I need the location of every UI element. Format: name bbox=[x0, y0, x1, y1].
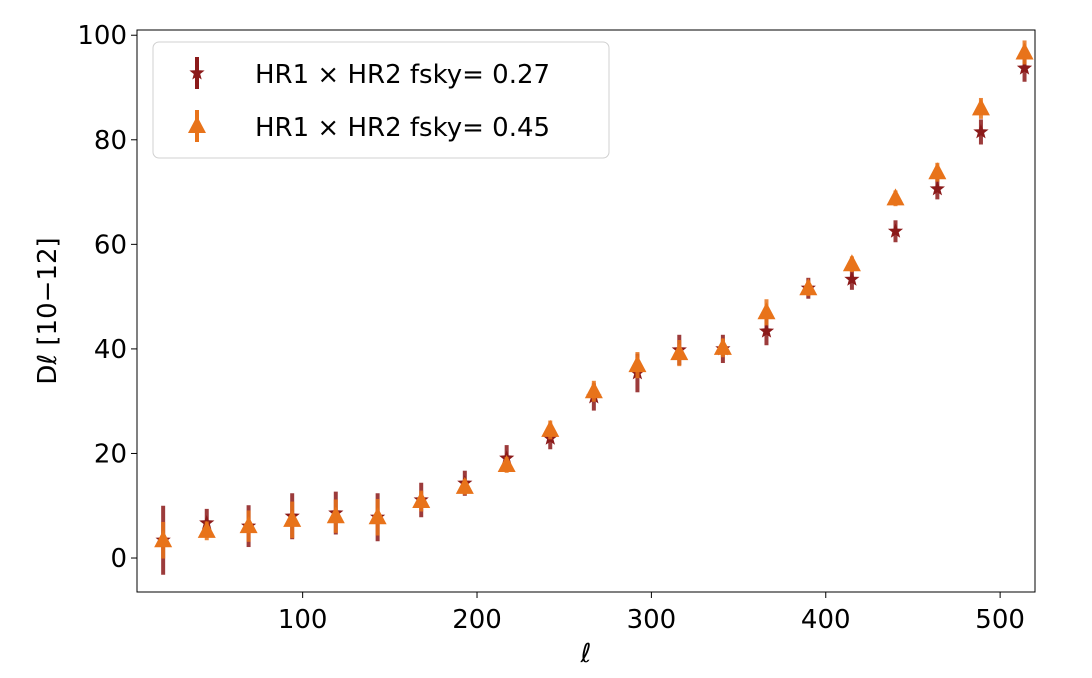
x-tick-label: 400 bbox=[801, 605, 851, 635]
y-tick-label: 100 bbox=[77, 21, 127, 51]
marker bbox=[154, 530, 173, 548]
y-axis-label: Dℓ [10−12] bbox=[33, 237, 63, 384]
marker bbox=[758, 323, 775, 338]
x-tick-label: 200 bbox=[452, 605, 502, 635]
y-tick-label: 60 bbox=[94, 230, 127, 260]
marker bbox=[670, 343, 689, 361]
x-tick-label: 500 bbox=[975, 605, 1025, 635]
marker bbox=[842, 254, 861, 272]
marker bbox=[368, 507, 387, 525]
marker bbox=[455, 476, 474, 494]
legend-label: HR1 × HR2 fsky= 0.27 bbox=[255, 60, 550, 90]
marker bbox=[886, 188, 905, 206]
marker bbox=[628, 355, 647, 373]
marker bbox=[887, 223, 904, 238]
marker bbox=[929, 180, 945, 196]
marker bbox=[412, 491, 431, 509]
marker bbox=[541, 419, 560, 437]
marker bbox=[239, 516, 258, 534]
y-tick-label: 20 bbox=[94, 439, 127, 469]
x-tick-label: 100 bbox=[278, 605, 328, 635]
marker bbox=[757, 302, 776, 320]
legend-marker bbox=[189, 65, 205, 80]
legend-label: HR1 × HR2 fsky= 0.45 bbox=[255, 113, 550, 143]
marker bbox=[713, 337, 732, 355]
marker bbox=[584, 381, 603, 399]
x-axis-label: ℓ bbox=[580, 639, 592, 669]
x-tick-label: 300 bbox=[627, 605, 677, 635]
marker bbox=[497, 454, 516, 472]
marker bbox=[1015, 42, 1034, 60]
marker bbox=[971, 98, 990, 116]
marker bbox=[326, 506, 345, 524]
marker bbox=[1016, 60, 1033, 75]
marker bbox=[844, 271, 860, 286]
marker bbox=[799, 278, 818, 296]
legend-marker bbox=[188, 116, 206, 133]
legend-box bbox=[152, 41, 610, 159]
marker bbox=[283, 509, 302, 527]
marker bbox=[973, 123, 989, 139]
marker bbox=[928, 162, 947, 180]
y-tick-label: 80 bbox=[94, 126, 127, 156]
plot-frame bbox=[136, 29, 1036, 593]
y-tick-label: 40 bbox=[94, 335, 127, 365]
marker bbox=[197, 520, 216, 538]
y-tick-label: 0 bbox=[110, 544, 127, 574]
